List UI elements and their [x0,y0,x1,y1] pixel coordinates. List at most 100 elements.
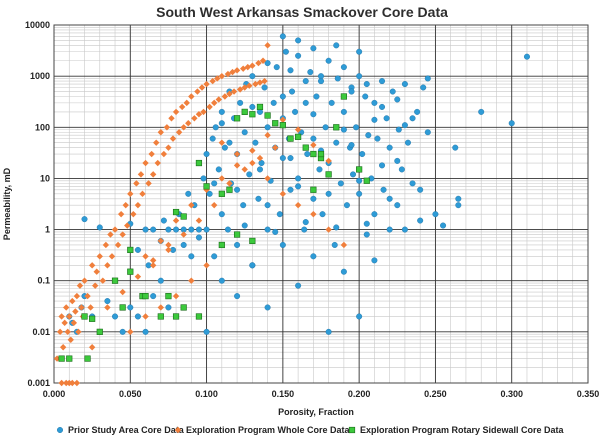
y-tick-label: 0.1 [37,276,50,286]
data-point [340,108,347,115]
data-point [233,115,241,122]
data-point [371,99,378,106]
data-point [111,277,119,284]
y-tick-label: 0.01 [32,327,50,337]
data-point [102,241,110,249]
data-point [61,319,68,327]
data-point [209,77,216,85]
data-point [249,73,256,80]
data-point [363,81,370,88]
data-point [279,155,286,162]
data-point [258,160,265,167]
data-point [249,62,256,69]
data-point [130,210,137,218]
data-point [64,328,71,336]
data-point [59,344,67,351]
data-point [150,293,157,300]
data-point [165,144,172,151]
data-point [401,122,408,129]
data-point [230,88,238,95]
data-point [295,37,302,44]
data-point [66,313,73,320]
data-point [333,224,340,231]
x-tick-label: 0.200 [348,389,371,399]
data-point [172,217,180,224]
data-point [76,282,84,289]
legend-item: Exploration Program Whole Core Data [174,425,351,435]
data-point [241,129,248,136]
data-point [112,313,119,320]
data-point [172,108,180,116]
data-point [149,257,157,264]
data-point [157,313,164,320]
legend: Prior Study Area Core Data Exploration Pr… [57,425,565,435]
data-point [224,70,232,78]
data-point [154,159,161,167]
data-point [96,328,103,335]
data-point [127,190,134,198]
data-point [104,262,111,269]
data-point [310,186,317,193]
y-tick-label: 0.001 [27,378,50,388]
data-point [203,151,210,158]
data-point [134,246,141,253]
data-point [218,190,225,197]
data-point [356,73,363,80]
legend-marker [348,426,356,434]
data-point [124,222,131,229]
data-point [58,355,65,362]
data-point [119,328,126,335]
data-point [272,120,279,127]
data-point [371,211,378,218]
data-point [302,144,309,151]
data-point [420,84,427,91]
data-point [218,175,226,182]
y-axis-label: Permeability, mD [2,167,12,240]
legend-label: Prior Study Area Core Data [68,425,185,435]
data-point [348,88,355,95]
data-point [417,217,424,224]
data-point [318,73,325,80]
data-point [139,190,146,198]
data-point [218,241,225,249]
data-point [328,99,335,106]
data-point [255,59,262,67]
data-point [302,219,309,226]
data-point [173,226,180,233]
data-point [241,84,248,91]
x-tick-label: 0.050 [119,389,142,399]
data-point [331,241,338,248]
data-point [333,139,340,146]
y-tick-label: 1 [45,225,50,235]
data-point [249,237,256,245]
data-point [380,186,387,193]
data-point [310,150,317,158]
data-point [233,162,241,169]
x-tick-label: 0.100 [195,389,218,399]
data-point [191,115,198,122]
data-point [432,211,439,218]
data-point [142,159,149,167]
data-point [333,124,340,131]
data-point [63,304,70,311]
data-point [117,210,125,218]
data-point [259,57,267,64]
data-point [72,308,79,315]
data-point [337,180,344,187]
data-point [114,241,122,249]
data-point [218,120,225,127]
data-point [264,42,271,49]
data-point [206,103,213,111]
data-point [282,48,289,55]
data-point [149,171,157,178]
data-point [148,150,155,158]
data-point [508,120,515,127]
data-point [209,135,216,142]
data-point [195,226,202,233]
data-point [356,48,363,55]
data-point [379,78,386,85]
y-tick-label: 10000 [25,20,50,30]
data-point [287,186,294,193]
